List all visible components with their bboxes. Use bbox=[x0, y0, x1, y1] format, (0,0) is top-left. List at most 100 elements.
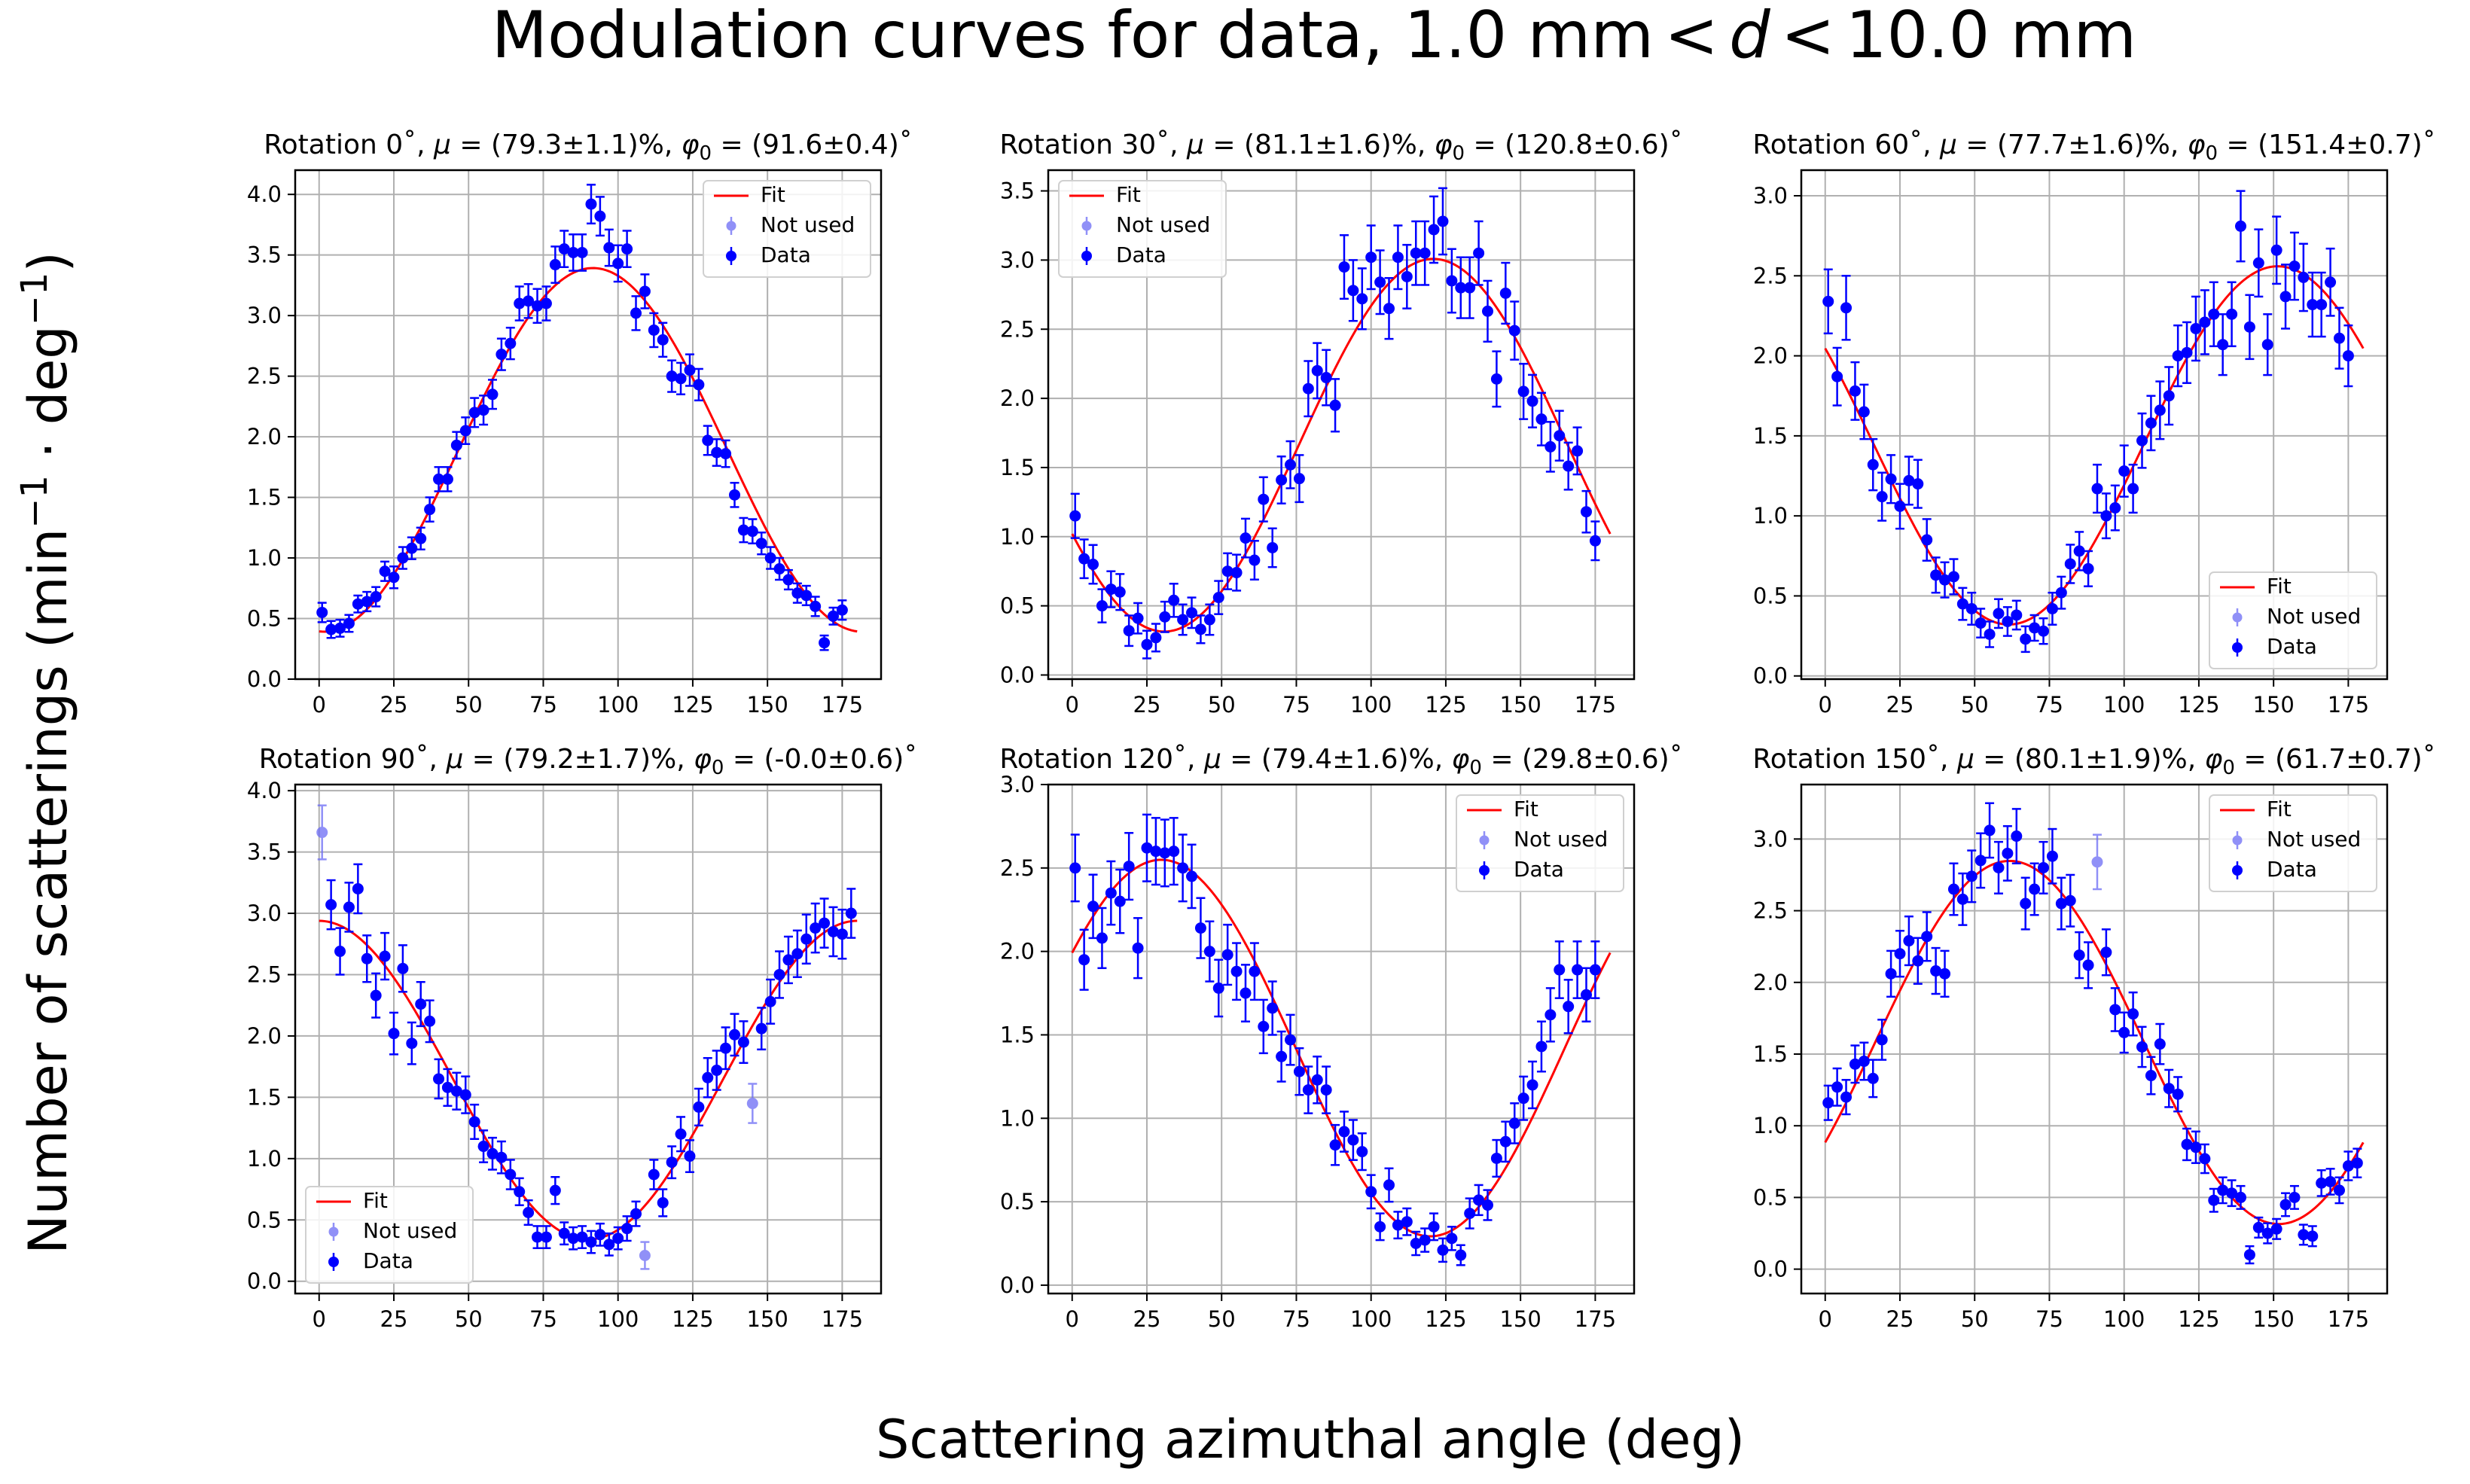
data-marker bbox=[2261, 339, 2273, 351]
data-marker bbox=[1894, 500, 1906, 512]
data-point bbox=[1159, 818, 1171, 888]
data-marker bbox=[2029, 883, 2041, 895]
data-marker bbox=[523, 295, 535, 307]
data-marker bbox=[1508, 325, 1520, 337]
data-marker bbox=[630, 307, 642, 319]
data-point bbox=[2002, 824, 2014, 882]
data-point bbox=[1867, 1059, 1879, 1099]
data-marker bbox=[2217, 1184, 2229, 1196]
data-point bbox=[441, 466, 453, 492]
data-point bbox=[1383, 1167, 1395, 1203]
data-point bbox=[2181, 1127, 2193, 1162]
data-marker bbox=[2307, 1230, 2319, 1242]
data-marker bbox=[2154, 1038, 2166, 1050]
title-phi-symbol: φ bbox=[1435, 130, 1453, 160]
data-marker bbox=[594, 1229, 606, 1241]
data-point bbox=[505, 326, 517, 361]
data-marker bbox=[1221, 949, 1233, 961]
data-point bbox=[1392, 1211, 1404, 1240]
data-point bbox=[1177, 603, 1189, 636]
data-marker bbox=[1849, 385, 1861, 397]
data-marker bbox=[361, 596, 373, 608]
data-point bbox=[2181, 321, 2193, 384]
data-marker bbox=[334, 946, 346, 958]
y-tick-label: 0.0 bbox=[1753, 1257, 1788, 1282]
data-marker bbox=[2279, 1199, 2292, 1211]
legend-fit-label: Fit bbox=[1116, 182, 1141, 207]
data-marker bbox=[1249, 554, 1261, 566]
data-marker bbox=[1159, 611, 1171, 623]
data-marker bbox=[1194, 623, 1206, 635]
data-point bbox=[2073, 931, 2085, 980]
data-marker bbox=[1267, 541, 1279, 553]
data-point bbox=[1876, 471, 1888, 522]
data-marker bbox=[352, 882, 364, 894]
data-marker bbox=[782, 954, 794, 966]
data-marker bbox=[558, 1227, 570, 1239]
data-point bbox=[1822, 268, 1834, 335]
data-point bbox=[1930, 946, 1942, 995]
data-marker bbox=[1482, 1199, 1493, 1211]
data-marker bbox=[1473, 1194, 1485, 1206]
legend-frame bbox=[305, 1186, 474, 1284]
data-point bbox=[343, 614, 355, 633]
data-marker bbox=[1572, 445, 1584, 457]
data-point bbox=[1894, 483, 1906, 530]
data-point bbox=[585, 1230, 597, 1254]
data-point bbox=[2011, 599, 2023, 631]
data-marker bbox=[1545, 1009, 1557, 1021]
data-marker bbox=[2279, 291, 2292, 303]
data-marker bbox=[1347, 1134, 1359, 1146]
data-point bbox=[1903, 456, 1915, 506]
data-point bbox=[2270, 1217, 2282, 1240]
data-point bbox=[1526, 1060, 1538, 1110]
data-marker bbox=[2163, 1083, 2175, 1095]
data-marker bbox=[1401, 1216, 1413, 1228]
data-marker bbox=[819, 917, 831, 929]
data-point bbox=[1150, 623, 1162, 653]
axes-frame bbox=[1047, 783, 1636, 1295]
data-marker bbox=[1858, 406, 1870, 418]
data-point bbox=[370, 972, 382, 1019]
data-point bbox=[2243, 1245, 2255, 1265]
y-tick-label: 0.0 bbox=[247, 666, 282, 692]
data-marker bbox=[1276, 1050, 1288, 1062]
data-point bbox=[1984, 802, 1996, 859]
data-marker bbox=[2235, 220, 2246, 232]
y-tick-label: 3.0 bbox=[1753, 183, 1788, 209]
data-marker bbox=[558, 243, 570, 255]
data-point bbox=[630, 1200, 642, 1227]
data-point bbox=[2011, 808, 2023, 864]
y-tick-label: 0.5 bbox=[247, 606, 282, 632]
data-marker bbox=[316, 606, 328, 618]
data-point bbox=[523, 283, 535, 319]
data-point bbox=[1401, 1207, 1413, 1236]
data-point bbox=[603, 1232, 615, 1257]
data-marker bbox=[1132, 612, 1144, 624]
data-point bbox=[1455, 256, 1467, 319]
y-tick-label: 3.0 bbox=[247, 900, 282, 926]
data-point bbox=[2046, 827, 2058, 885]
data-point bbox=[2235, 1184, 2246, 1210]
x-tick-label: 50 bbox=[1208, 692, 1236, 718]
data-point bbox=[486, 1136, 499, 1171]
data-point bbox=[514, 285, 526, 321]
data-marker bbox=[1554, 430, 1566, 442]
data-point bbox=[459, 1075, 471, 1114]
y-tick-label: 2.5 bbox=[1753, 263, 1788, 288]
data-marker bbox=[505, 1169, 517, 1181]
data-point bbox=[433, 466, 445, 492]
data-marker bbox=[1087, 900, 1099, 913]
data-marker bbox=[316, 827, 328, 839]
data-point bbox=[1589, 520, 1601, 562]
y-tick-label: 1.5 bbox=[1753, 423, 1788, 449]
figure-suptitle: Modulation curves for data, 1.0 mm < d <10.… bbox=[492, 0, 2136, 73]
data-point bbox=[1267, 980, 1279, 1036]
data-marker bbox=[2073, 949, 2085, 961]
y-tick-label: 1.5 bbox=[247, 1084, 282, 1110]
data-point bbox=[1087, 873, 1099, 940]
data-point bbox=[549, 1176, 561, 1205]
data-marker bbox=[2073, 545, 2085, 557]
data-point bbox=[702, 1056, 714, 1099]
x-tick-label: 125 bbox=[672, 1306, 713, 1332]
